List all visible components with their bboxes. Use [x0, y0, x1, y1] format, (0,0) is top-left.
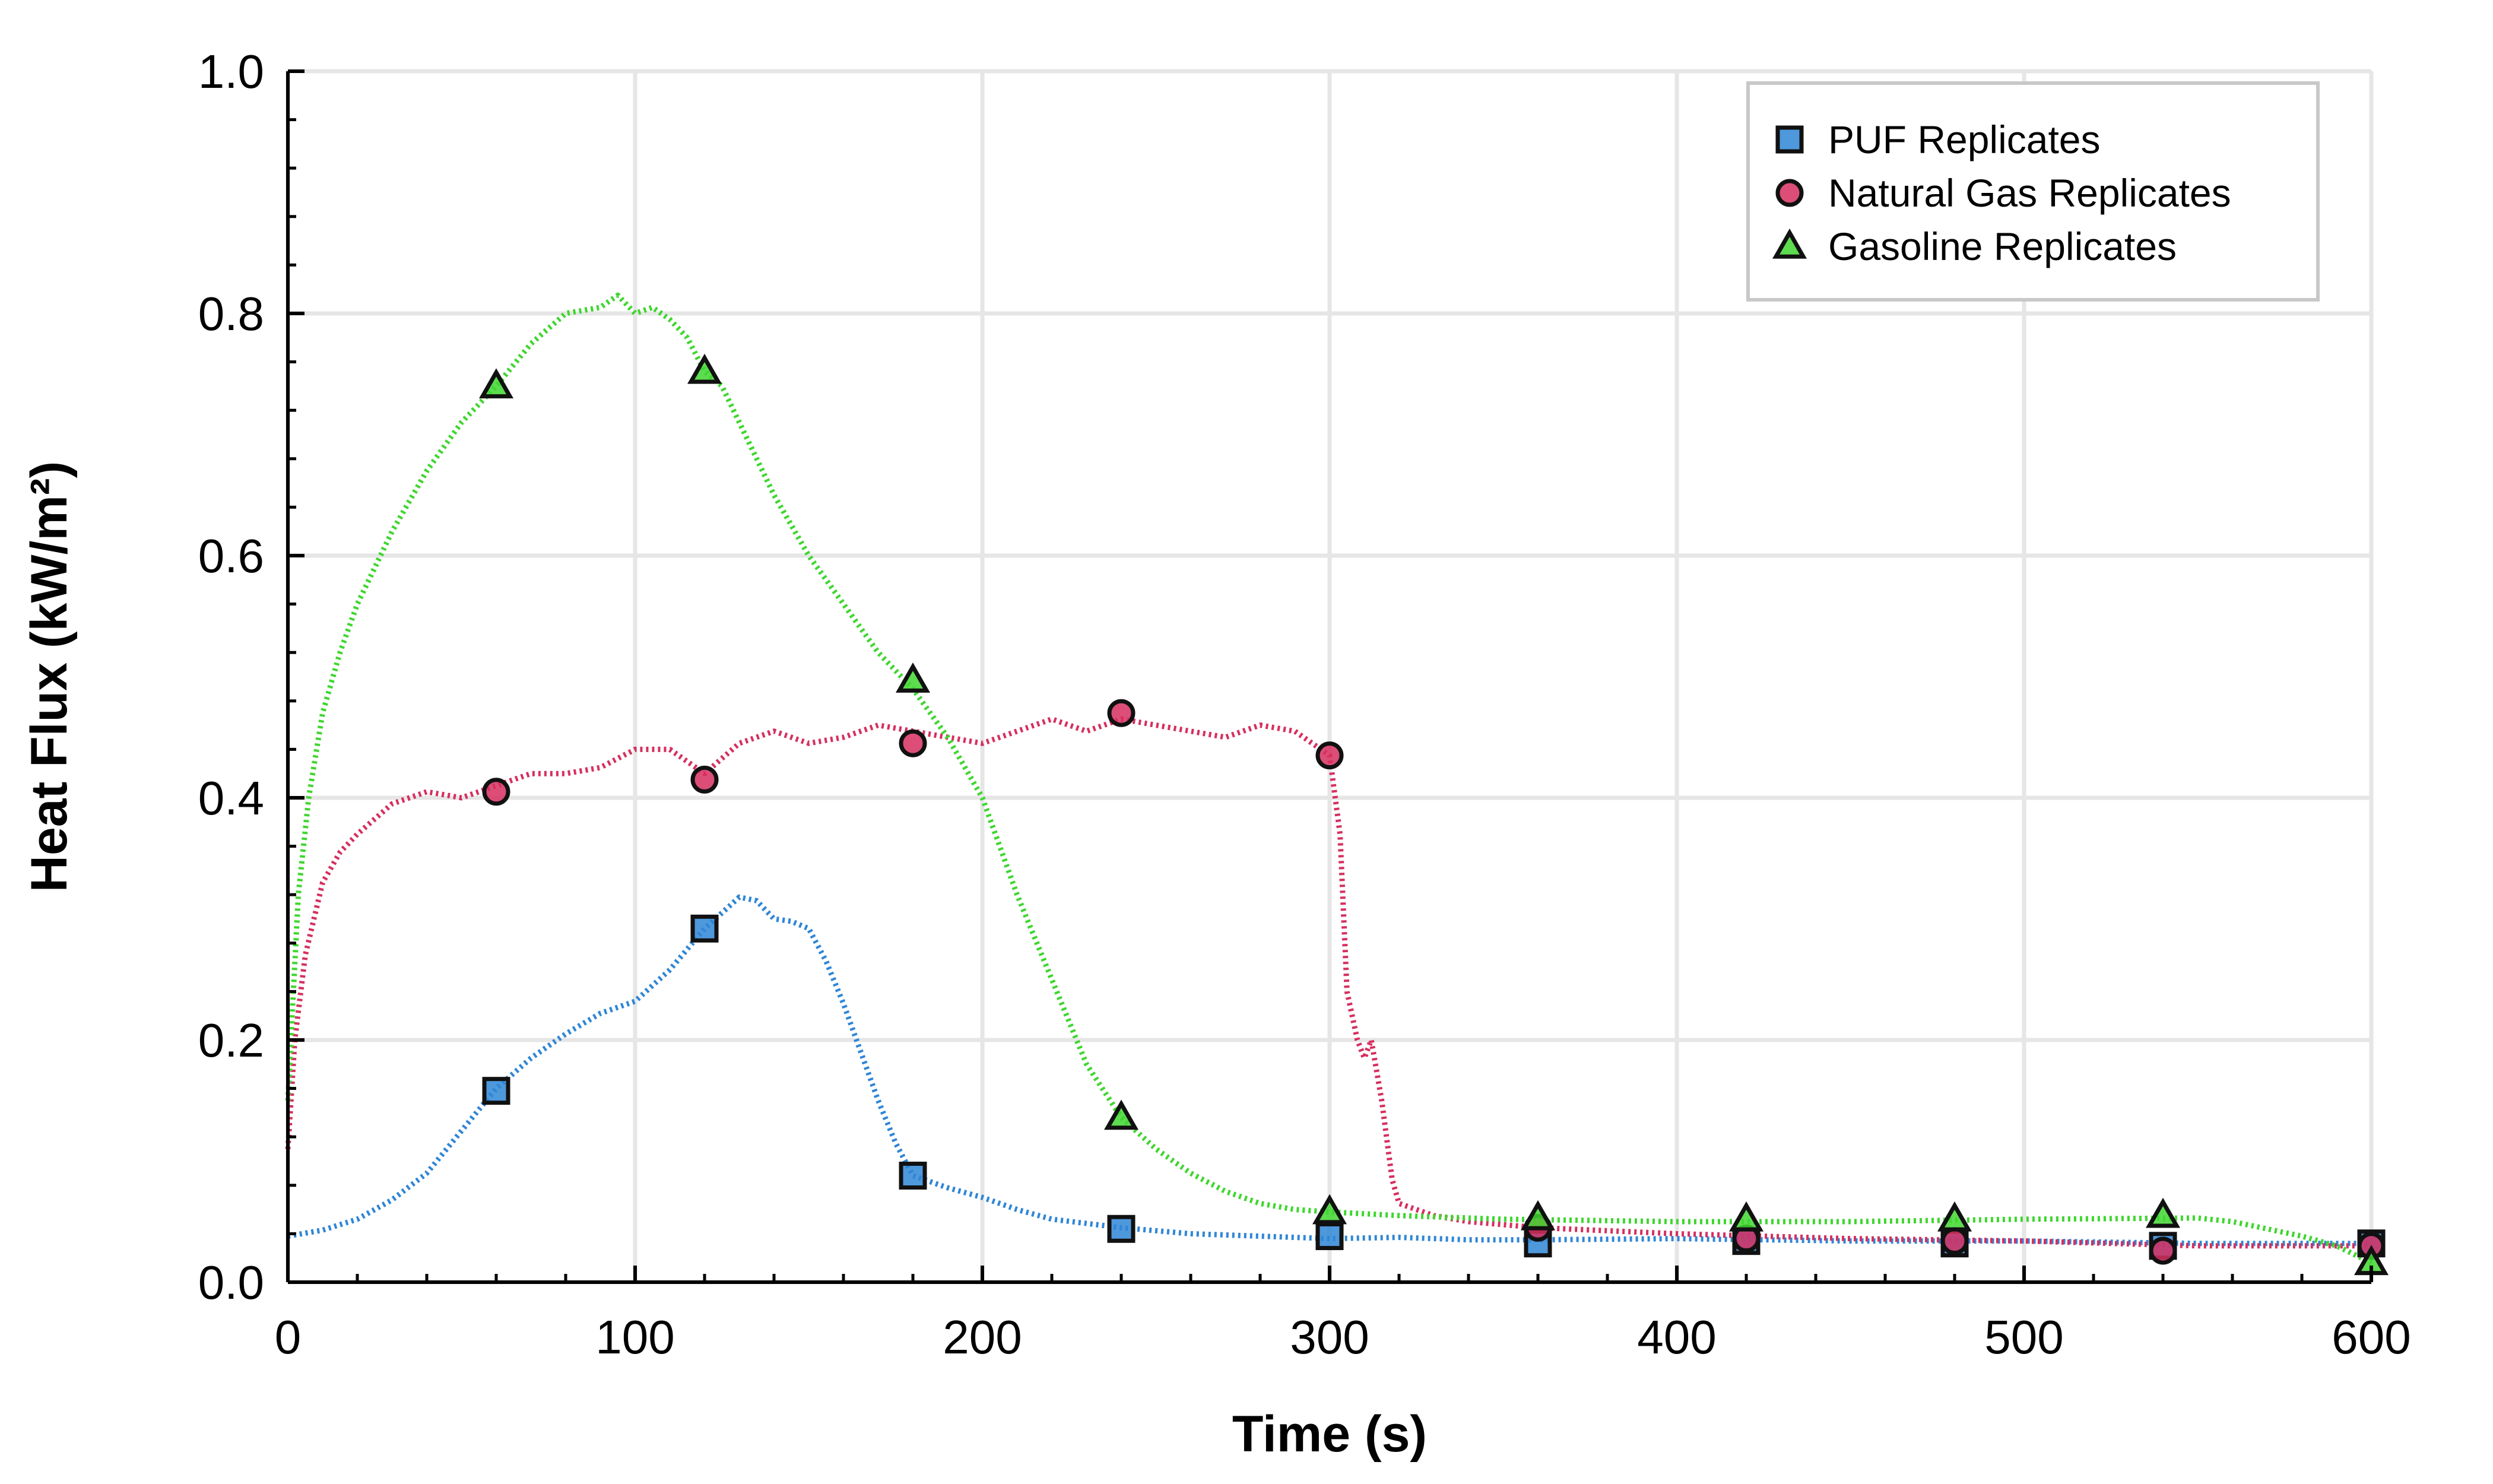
- series-markers-triangle: [478, 353, 2389, 1276]
- data-point: [1103, 1099, 1139, 1130]
- legend-marker: [1775, 179, 1804, 207]
- data-point: [1107, 1215, 1136, 1243]
- data-layer: [285, 292, 2389, 1276]
- data-point: [1728, 1201, 1764, 1232]
- data-point: [1937, 1201, 1972, 1232]
- data-point: [690, 765, 719, 794]
- data-point: [2149, 1236, 2177, 1265]
- x-axis-title: Time (s): [1232, 1406, 1427, 1463]
- series-line: [287, 894, 2371, 1247]
- y-tick-label: 0.0: [198, 1256, 264, 1309]
- legend-entry: PUF Replicates: [1775, 118, 2101, 161]
- x-tick-label: 200: [943, 1311, 1022, 1363]
- data-point: [482, 778, 510, 806]
- series-line: [285, 292, 2373, 1266]
- x-tick-label: 0: [275, 1311, 302, 1363]
- axes: 0 100 200 300 400 500 600 0.0 0.2 0.4 0.6 0.8 1.0: [198, 45, 2411, 1363]
- x-tick-label: 400: [1637, 1311, 1716, 1363]
- data-point: [482, 1077, 510, 1105]
- y-tick-label: 0.4: [198, 772, 264, 825]
- data-point: [895, 662, 931, 693]
- x-tick-label: 100: [595, 1311, 674, 1363]
- legend-entry: Natural Gas Replicates: [1775, 171, 2231, 215]
- y-axis-title: Heat Flux (kW/m²): [21, 461, 78, 892]
- data-point: [1940, 1227, 1969, 1255]
- x-tick-label: 500: [1984, 1311, 2063, 1363]
- y-tick-label: 0.8: [198, 287, 264, 340]
- x-tick-label: 300: [1290, 1311, 1369, 1363]
- legend: PUF Replicates Natural Gas Replicates Gaso…: [1746, 81, 2320, 302]
- legend-label: PUF Replicates: [1828, 118, 2101, 161]
- data-point: [2145, 1197, 2181, 1228]
- y-tick-label: 1.0: [198, 45, 264, 98]
- series-markers-circle: [482, 699, 2386, 1265]
- data-point: [1315, 1222, 1344, 1250]
- data-point: [687, 353, 722, 384]
- legend-marker: [1775, 125, 1804, 154]
- legend-box: [1746, 81, 2320, 302]
- legend-label: Gasoline Replicates: [1828, 224, 2177, 268]
- data-point: [1312, 1194, 1347, 1225]
- legend-entries: PUF Replicates Natural Gas Replicates Gaso…: [1772, 118, 2231, 268]
- legend-marker: [1772, 228, 1807, 259]
- series-markers-square: [482, 914, 2386, 1260]
- data-point: [1315, 741, 1344, 770]
- series-triangle: [285, 292, 2373, 1266]
- x-tick-label: 600: [2332, 1311, 2410, 1363]
- legend-entry: Gasoline Replicates: [1772, 224, 2177, 268]
- data-point: [690, 914, 719, 943]
- series-square: [287, 894, 2371, 1247]
- y-tick-label: 0.2: [198, 1014, 264, 1067]
- y-tick-label: 0.6: [198, 529, 264, 582]
- data-point: [899, 1161, 927, 1190]
- legend-label: Natural Gas Replicates: [1828, 171, 2231, 215]
- data-point: [1520, 1200, 1556, 1231]
- data-point: [478, 368, 514, 399]
- data-point: [899, 729, 927, 757]
- data-point: [1107, 699, 1136, 727]
- y-ticks: 0.0 0.2 0.4 0.6 0.8 1.0: [198, 45, 305, 1309]
- x-ticks: 0 100 200 300 400 500 600: [275, 1266, 2411, 1363]
